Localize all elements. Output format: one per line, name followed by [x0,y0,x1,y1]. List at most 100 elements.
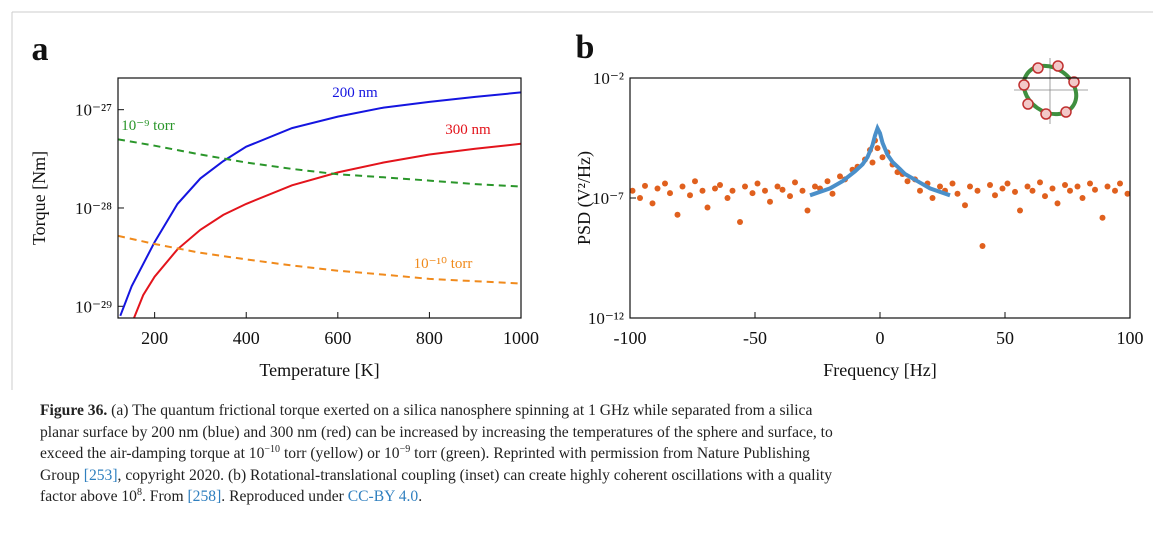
scatter-point [974,187,981,194]
scatter-point [742,183,748,190]
scatter-point [667,190,673,197]
y-tick-label: 10⁻²⁷ [75,101,112,120]
scatter-point [1117,180,1123,187]
scatter-point [792,179,798,186]
scatter-point [717,181,723,188]
superscript: −10 [264,444,281,455]
scatter-point [642,182,648,189]
scatter-point [1062,181,1068,188]
caption-text: planar surface by 200 nm (blue) and 300 … [40,423,833,441]
scatter-point [954,190,961,197]
series-label: 300 nm [445,122,491,138]
y-tick-label: 10⁻² [593,69,624,88]
caption-line: factor above 108. From [258]. Reproduced… [40,486,1140,508]
scatter-point [804,207,811,214]
scatter-point [1079,195,1086,201]
scatter-point [1024,183,1031,190]
scatter-point [1017,207,1023,214]
scatter-point [654,185,661,192]
scatter-point [904,178,911,185]
superscript: −9 [399,444,411,455]
link[interactable]: [258] [187,488,222,506]
caption-text: torr (yellow) or 10 [280,445,400,463]
caption-text: . Reproduced under [221,488,348,506]
scatter-point [762,187,768,194]
scatter-point [1092,186,1098,193]
scatter-point [1029,187,1036,194]
series-label: 10⁻⁹ torr [121,118,175,134]
caption-text: exceed the air-damping torque at 10 [40,445,265,463]
link[interactable]: [253] [83,466,118,484]
scatter-point [1099,214,1106,221]
x-axis-label: Temperature [K] [259,360,379,380]
scatter-point [829,190,836,197]
scatter-point [729,187,736,194]
scatter-point [749,190,756,197]
plot-frame [117,77,522,319]
scatter-point [679,183,686,190]
scatter-point [929,195,936,201]
caption-text: torr (green). Reprinted with permission … [410,445,810,463]
inset [1014,58,1088,124]
scatter-point [704,204,711,211]
scatter-point [737,219,743,225]
scatter-point [999,185,1006,192]
y-tick-label: 10⁻¹² [588,309,624,328]
x-tick-label: -50 [743,328,767,348]
plot-frame [629,77,1131,319]
scatter-point [1112,187,1118,194]
caption-text: (a) The quantum frictional torque exerte… [107,402,813,419]
scatter-point [787,193,793,200]
scatter-point [1037,179,1043,186]
scatter-point [774,183,781,190]
scatter-point [1042,193,1048,200]
panel-label: a [32,31,49,68]
x-tick-label: 600 [324,328,351,348]
caption-text: Group [40,466,84,484]
scatter-point [754,180,761,187]
scatter-point [992,192,998,199]
caption: Figure 36. (a) The quantum frictional to… [40,400,1140,508]
scatter-point [962,202,968,209]
series-line [119,91,521,317]
scatter-point [699,187,706,194]
scatter-point [1067,187,1073,194]
caption-line: planar surface by 200 nm (blue) and 300 … [40,422,1140,444]
caption-text: factor above 10 [40,488,137,506]
caption-label: Figure 36. [40,402,108,419]
scatter-point [987,181,993,188]
x-tick-label: 100 [1117,328,1144,348]
series-line [809,123,951,198]
y-axis-label: PSD (V²/Hz) [574,151,595,245]
x-tick-label: 800 [416,328,443,348]
scatter-point [674,211,681,218]
scatter-point [1054,200,1061,207]
scatter-point [649,200,656,207]
scatter-point [712,185,718,192]
scatter-point [812,183,818,190]
scatter-point [1074,183,1081,190]
y-tick-label: 10⁻⁷ [592,189,624,208]
series-label: 200 nm [332,85,378,101]
scatter-point [1012,188,1018,195]
link[interactable]: CC-BY 4.0 [347,488,419,506]
caption-text: , copyright 2020. (b) Rotational-transla… [117,466,833,484]
caption-line: exceed the air-damping torque at 10−10 t… [40,443,1140,465]
scatter-point [837,173,843,180]
x-tick-label: 50 [996,328,1014,348]
series-line [118,234,521,285]
scatter-point [724,195,731,201]
y-axis-label: Torque [Nm] [29,151,49,245]
scatter-point [869,159,876,166]
y-tick-label: 10⁻²⁸ [75,199,112,218]
x-tick-label: 1000 [503,328,539,348]
scatter-point [949,180,956,187]
caption-text: . From [141,488,188,506]
x-tick-label: 400 [233,328,260,348]
scatter-point [662,180,668,187]
panel-label: b [576,29,595,66]
x-tick-label: -100 [614,328,647,348]
scatter-point [874,145,881,152]
scatter-point [1124,190,1130,197]
